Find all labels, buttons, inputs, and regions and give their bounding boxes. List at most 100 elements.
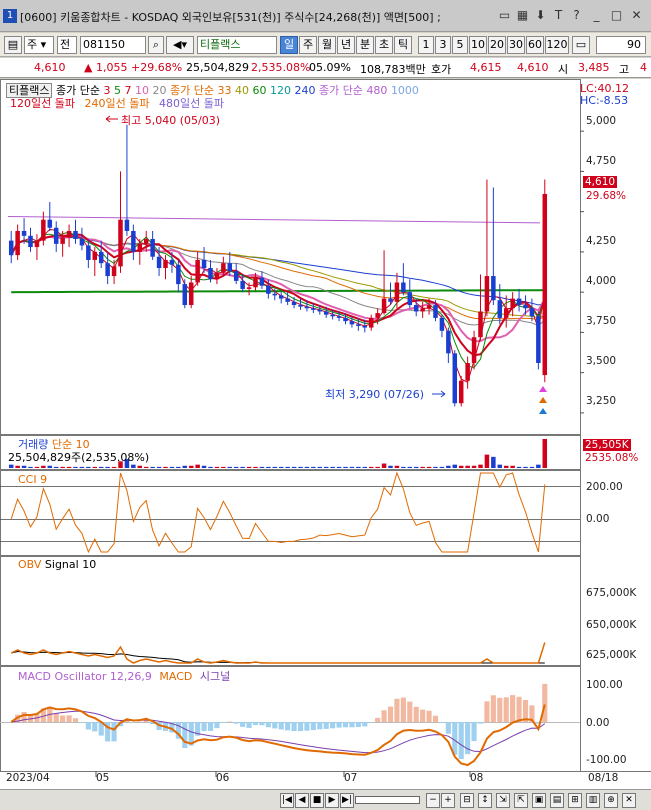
candle-body — [131, 230, 136, 252]
tool-7-icon[interactable]: ⊞ — [568, 793, 582, 808]
minute-3[interactable]: 3 — [435, 36, 451, 54]
macd-histogram-bar — [246, 722, 252, 728]
window-icon-2[interactable]: ▦ — [516, 8, 529, 22]
candle-body — [86, 245, 91, 260]
volume-bar — [298, 466, 303, 468]
ma-480-line — [7, 215, 541, 224]
volume-pct-tag: 2535.08% — [585, 452, 639, 464]
layout-button[interactable]: ▤ — [4, 36, 22, 54]
macd-histogram-bar — [522, 699, 529, 722]
minute-1[interactable]: 1 — [418, 36, 434, 54]
stock-label[interactable]: 티플랙스 — [6, 83, 53, 98]
period-tab-minute[interactable]: 분 — [356, 36, 374, 54]
volume-bar — [15, 465, 20, 468]
zoom-in-button[interactable]: + — [441, 793, 455, 808]
next-button[interactable]: ▶ — [325, 793, 339, 808]
chart-scrollbar[interactable] — [355, 796, 420, 804]
period-tab-day[interactable]: 일 — [280, 36, 298, 54]
download-icon[interactable]: ⬇ — [535, 8, 546, 22]
close-button[interactable]: ✕ — [631, 8, 642, 22]
volume-bar — [66, 466, 72, 468]
volume-bar — [323, 466, 329, 468]
tool-6-icon[interactable]: ▤ — [550, 793, 564, 808]
hc-value: HC:-8.53 — [580, 94, 629, 107]
period-tab-month[interactable]: 월 — [318, 36, 336, 54]
macd-histogram-bar — [362, 722, 368, 727]
candle-body — [47, 219, 53, 228]
minute-30[interactable]: 30 — [507, 36, 525, 54]
help-icon[interactable]: ? — [573, 8, 580, 22]
count-input[interactable]: 90 — [596, 36, 646, 54]
candle-body — [66, 230, 72, 238]
market-select[interactable]: 주 ▾ — [24, 36, 54, 54]
tool-5-icon[interactable]: ▣ — [532, 793, 546, 808]
minute-10[interactable]: 10 — [469, 36, 487, 54]
first-button[interactable]: |◀ — [280, 793, 294, 808]
period-tab-second[interactable]: 초 — [375, 36, 393, 54]
stop-button[interactable]: ■ — [310, 793, 324, 808]
candle-body — [143, 239, 149, 244]
volume-bar — [433, 466, 438, 468]
chart-area[interactable]: 티플랙스 종가 단순 3 5 7 10 20 종가 단순 33 40 60 12… — [0, 79, 651, 789]
high-label: 고 — [619, 63, 630, 76]
minute-120[interactable]: 120 — [545, 36, 569, 54]
minute-5[interactable]: 5 — [452, 36, 468, 54]
minute-20[interactable]: 20 — [488, 36, 506, 54]
open-label: 시 — [558, 63, 569, 76]
window-icon-1[interactable]: ▭ — [498, 8, 511, 22]
candle-body — [182, 284, 188, 306]
text-icon[interactable]: T — [554, 8, 563, 22]
toolbar-extra-button[interactable]: ▭ — [572, 36, 590, 54]
chart-canvas[interactable] — [0, 79, 651, 789]
volume-bar — [163, 466, 168, 468]
prev-button[interactable]: ◀ — [295, 793, 309, 808]
period-tab-week[interactable]: 주 — [299, 36, 317, 54]
ma-legend-2: 종가 단순 — [169, 84, 214, 97]
ask-price: 4,615 — [470, 61, 502, 74]
price-legend: 티플랙스 종가 단순 3 5 7 10 20 종가 단순 33 40 60 12… — [6, 82, 419, 98]
tool-2-icon[interactable]: ↕ — [478, 793, 492, 808]
candle-body — [259, 277, 265, 286]
volume-bar — [195, 464, 200, 468]
volume-bar — [131, 464, 136, 468]
stock-name-field[interactable]: 티플랙스 — [197, 36, 277, 54]
tool-8-icon[interactable]: ▥ — [586, 793, 600, 808]
candle-body — [8, 240, 14, 256]
macd-histogram-bar — [375, 717, 381, 722]
tool-4-icon[interactable]: ⇱ — [514, 793, 528, 808]
volume-bar — [137, 465, 143, 468]
minimize-button[interactable]: _ — [593, 8, 600, 22]
zoom-out-button[interactable]: − — [426, 793, 440, 808]
volume-bar — [439, 466, 445, 468]
macd-histogram-bar — [465, 722, 471, 755]
macd-histogram-bar — [272, 722, 278, 729]
last-button[interactable]: ▶| — [340, 793, 354, 808]
current-price: 4,610 — [34, 61, 66, 74]
ma-40: 40 — [234, 84, 249, 97]
tool-10-icon[interactable]: ✕ — [622, 793, 636, 808]
breakout-240: 240일선 돌파 — [84, 97, 150, 110]
stock-name: 티플랙스 — [200, 38, 241, 51]
volume-bar — [98, 466, 104, 468]
type-select[interactable]: 전 — [57, 36, 77, 54]
x-tick: 07 — [344, 772, 358, 784]
maximize-button[interactable]: □ — [610, 8, 623, 22]
macd-histogram-bar — [458, 722, 464, 760]
trade-amount: 108,783백만 — [360, 63, 426, 76]
ma-legend-1: 종가 단순 — [55, 84, 100, 97]
volume-bar — [407, 466, 413, 468]
candle-body — [278, 295, 284, 299]
candle-body — [362, 325, 368, 328]
tool-3-icon[interactable]: ⇲ — [496, 793, 510, 808]
ma-7: 7 — [124, 84, 132, 97]
tool-9-icon[interactable]: ⊕ — [604, 793, 618, 808]
code-input[interactable]: 081150 — [80, 36, 146, 54]
volume-bar — [201, 465, 207, 468]
candle-body — [420, 308, 425, 312]
minute-60[interactable]: 60 — [526, 36, 544, 54]
speaker-icon[interactable]: ◀▾ — [166, 36, 194, 54]
period-tab-tick[interactable]: 틱 — [394, 36, 412, 54]
tool-1-icon[interactable]: ⊟ — [460, 793, 474, 808]
period-tab-year[interactable]: 년 — [337, 36, 355, 54]
search-icon[interactable]: ⌕ — [148, 36, 164, 54]
